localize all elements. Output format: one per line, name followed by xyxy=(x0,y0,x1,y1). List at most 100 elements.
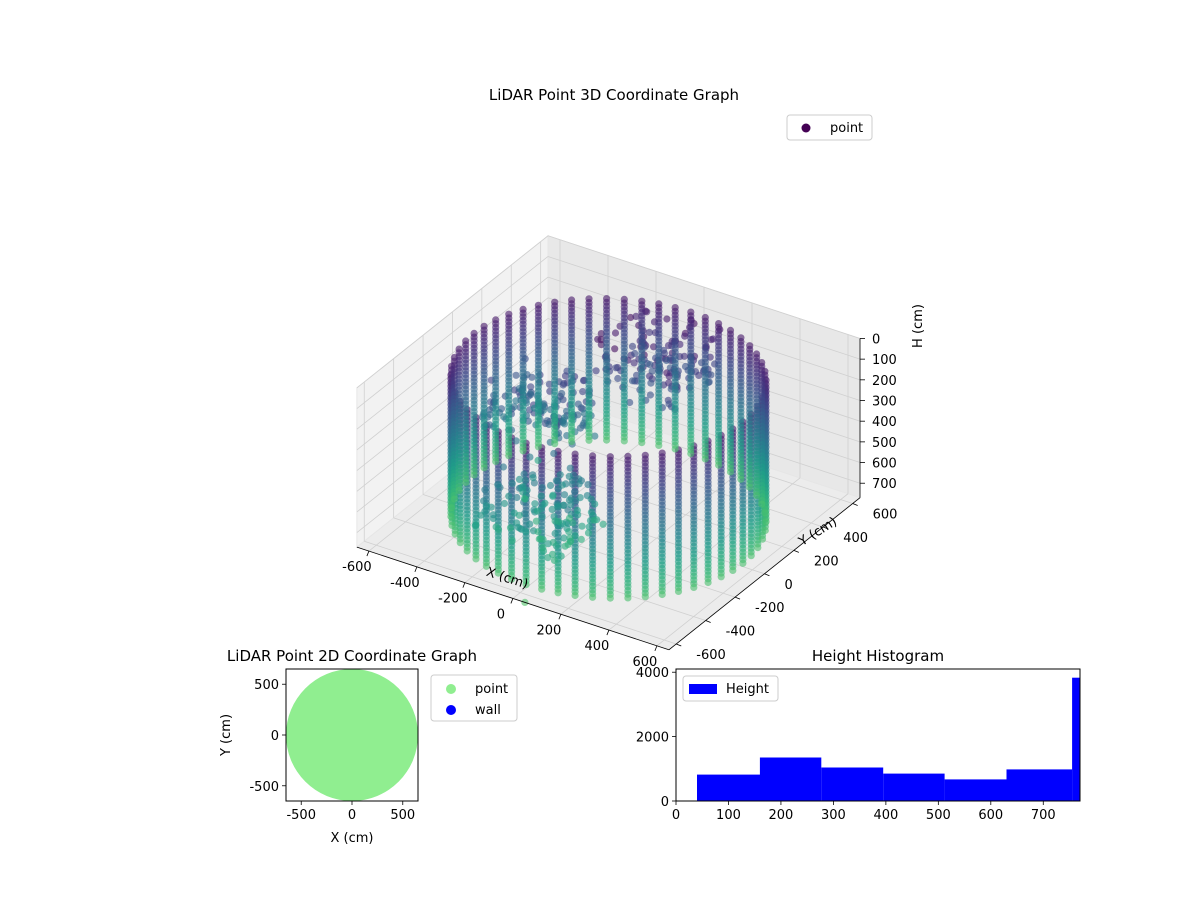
data-point-3d xyxy=(626,398,634,407)
legend-histogram-swatch xyxy=(689,684,717,694)
data-point-3d xyxy=(574,400,582,408)
chart-2d-title: LiDAR Point 2D Coordinate Graph xyxy=(227,647,477,665)
data-point-3d xyxy=(548,505,556,513)
data-point-3d xyxy=(519,488,527,496)
points-3d xyxy=(447,295,770,607)
data-point-3d xyxy=(472,555,480,563)
data-point-3d xyxy=(658,590,666,599)
data-point-3d xyxy=(567,537,575,545)
data-point-3d xyxy=(533,507,541,515)
data-point-3d xyxy=(557,552,565,560)
x-tick-mark-3d xyxy=(366,550,370,557)
data-point-3d xyxy=(551,440,559,448)
z-tick-label-3d: 500 xyxy=(872,436,897,451)
y-tick-label-3d: 400 xyxy=(843,531,868,546)
data-point-3d xyxy=(560,534,568,542)
data-point-3d xyxy=(592,367,600,375)
data-point-3d xyxy=(463,547,471,555)
data-point-3d xyxy=(754,544,762,552)
z-tick-label-3d: 100 xyxy=(872,353,897,368)
data-point-3d xyxy=(630,359,638,367)
data-point-3d xyxy=(548,550,557,559)
data-point-3d xyxy=(761,526,769,535)
data-point-3d xyxy=(662,356,671,365)
data-point-3d xyxy=(450,495,458,503)
y-tick-label-histogram: 0 xyxy=(661,795,669,810)
data-point-3d xyxy=(506,524,515,532)
y-tick-label-2d: -500 xyxy=(249,780,279,795)
data-point-3d xyxy=(546,481,555,490)
data-point-3d xyxy=(554,503,562,511)
data-point-3d xyxy=(549,491,557,499)
histogram-bar xyxy=(883,773,945,801)
data-point-3d xyxy=(510,403,518,411)
data-point-3d xyxy=(515,475,524,483)
data-point-3d xyxy=(538,585,546,593)
data-point-3d xyxy=(462,478,470,487)
axes-histogram: 0 100 200 300 400 500 600 700 0 2000 4000 xyxy=(636,666,1056,823)
data-point-3d xyxy=(578,522,586,530)
x-tick-mark-3d xyxy=(654,645,658,651)
data-point-3d xyxy=(499,463,507,471)
legend-2d-label-point: point xyxy=(475,682,508,697)
x-tick-label-2d: -500 xyxy=(286,808,316,823)
data-point-3d xyxy=(620,437,628,445)
z-axis-label-3d: H (cm) xyxy=(911,304,926,348)
x-tick-label-histogram: 400 xyxy=(873,808,898,823)
grid-line xyxy=(393,517,706,621)
legend-3d-label-point: point xyxy=(830,121,863,136)
data-point-3d xyxy=(526,520,534,528)
data-point-3d xyxy=(576,494,584,502)
data-point-3d xyxy=(522,581,530,589)
data-point-3d xyxy=(606,594,614,602)
data-point-3d xyxy=(655,441,663,449)
data-point-3d xyxy=(513,493,521,502)
y-tick-label-3d: -400 xyxy=(726,625,756,640)
data-point-3d xyxy=(541,499,549,507)
data-point-3d xyxy=(565,528,573,536)
x-tick-mark-3d xyxy=(606,629,610,636)
data-point-3d xyxy=(494,481,502,489)
x-tick-label-3d: -600 xyxy=(342,560,372,575)
legend-2d-marker-wall xyxy=(446,705,456,715)
grid-line xyxy=(511,423,824,528)
data-point-3d xyxy=(448,504,456,512)
data-point-3d xyxy=(717,573,725,581)
data-point-3d xyxy=(584,481,592,489)
data-point-3d xyxy=(477,511,485,519)
x-tick-label-2d: 500 xyxy=(390,808,415,823)
y-tick-mark-3d xyxy=(764,573,770,577)
data-point-3d xyxy=(529,474,537,482)
grid-line xyxy=(547,256,861,360)
data-point-3d xyxy=(521,476,529,484)
data-point-3d xyxy=(663,315,671,323)
histogram-bar xyxy=(944,779,1007,801)
data-point-3d xyxy=(505,492,513,500)
z-tick-label-3d: 200 xyxy=(872,374,897,389)
data-point-3d xyxy=(645,328,654,336)
data-point-3d xyxy=(594,335,602,343)
histogram-bar xyxy=(1072,677,1080,801)
data-point-3d xyxy=(571,591,579,600)
x-tick-label-3d: 0 xyxy=(497,607,505,622)
data-point-3d xyxy=(560,420,569,428)
data-point-3d xyxy=(641,593,649,601)
y-tick-label-3d: 600 xyxy=(873,508,898,523)
data-point-3d xyxy=(537,492,545,500)
histogram-bar xyxy=(759,757,822,801)
data-point-3d xyxy=(571,488,579,496)
y-tick-mark-3d xyxy=(734,596,741,600)
data-point-3d xyxy=(674,587,683,596)
data-point-3d xyxy=(560,491,569,499)
y-tick-mark-3d xyxy=(823,526,829,530)
data-point-3d xyxy=(534,528,542,536)
grid-line xyxy=(364,540,677,645)
data-point-3d xyxy=(545,420,553,428)
data-point-3d xyxy=(526,453,534,461)
data-point-3d xyxy=(471,522,479,530)
data-point-3d xyxy=(549,538,557,547)
data-point-3d xyxy=(603,436,611,444)
data-point-3d xyxy=(758,500,766,508)
